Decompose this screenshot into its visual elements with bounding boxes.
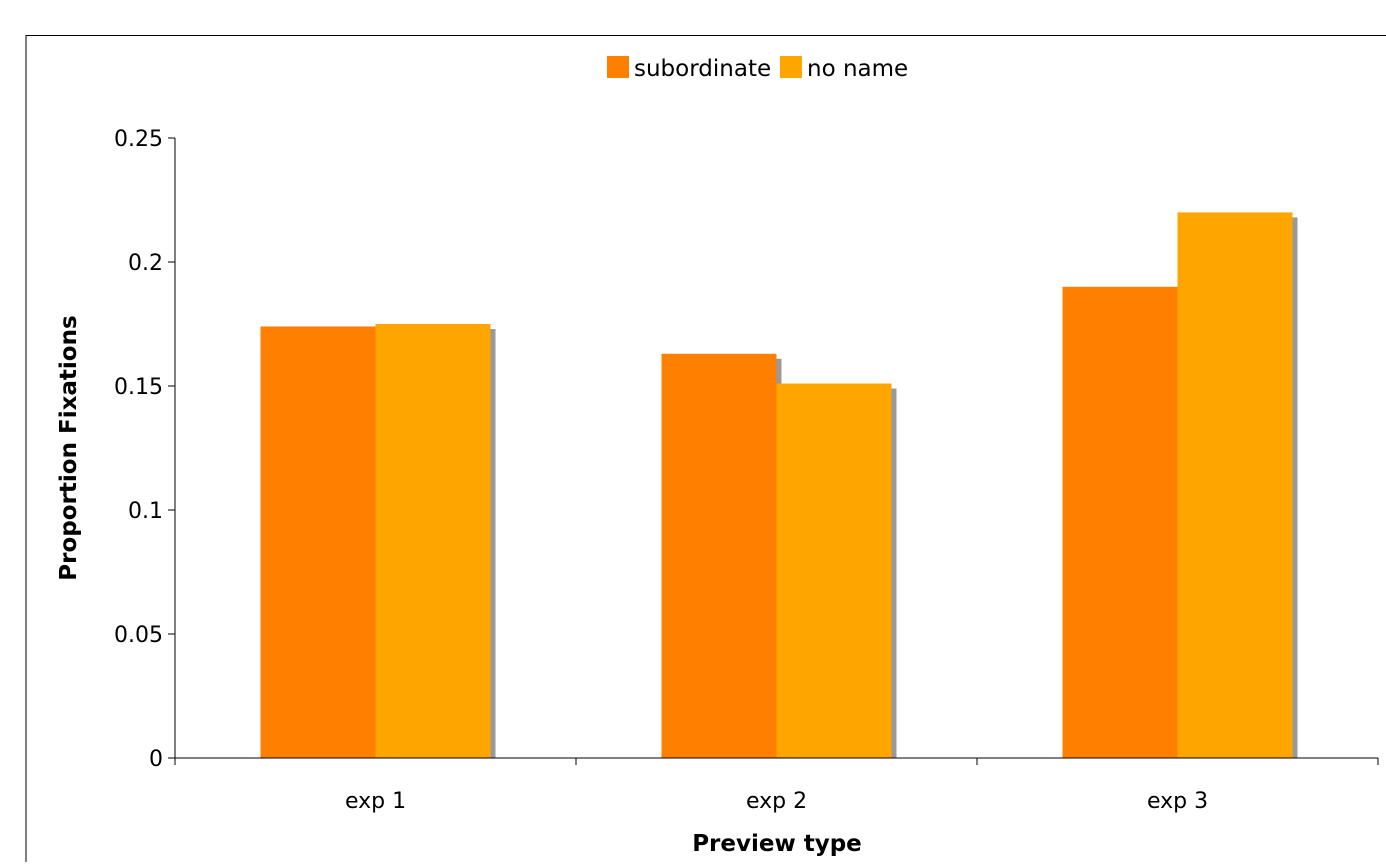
bar-no-name-exp-1: [375, 324, 491, 758]
legend-label-subordinate: subordinate: [634, 56, 771, 82]
y-tick-label-0-15: 0.15: [114, 375, 163, 400]
legend-swatch-no-name: [780, 56, 802, 78]
legend-label-no-name: no name: [807, 56, 908, 82]
y-axis-title: Proportion Fixations: [56, 315, 82, 580]
y-tick-label-0-1: 0.1: [128, 499, 163, 524]
legend: subordinate no name: [607, 56, 908, 82]
bars: [260, 212, 1293, 758]
x-tick-label-exp-1: exp 1: [345, 789, 406, 814]
x-tick-label-exp-2: exp 2: [746, 789, 807, 814]
x-tick-label-exp-3: exp 3: [1147, 789, 1208, 814]
y-tick-label-0-2: 0.2: [128, 251, 163, 276]
y-tick-label-0-05: 0.05: [114, 623, 163, 648]
bar-no-name-exp-3: [1177, 212, 1293, 758]
bar-subordinate-exp-3: [1062, 286, 1178, 758]
x-axis-title: Preview type: [692, 831, 862, 857]
bar-subordinate-exp-1: [260, 326, 376, 758]
bar-subordinate-exp-2: [661, 353, 777, 758]
bar-no-name-exp-2: [776, 383, 892, 758]
y-tick-label-0-25: 0.25: [114, 127, 163, 152]
axes: exp 1 exp 2 exp 3 0 0.05 0.1 0.15 0.2 0.25: [114, 127, 1379, 814]
y-tick-label-0: 0: [149, 747, 163, 772]
legend-swatch-subordinate: [607, 56, 629, 78]
